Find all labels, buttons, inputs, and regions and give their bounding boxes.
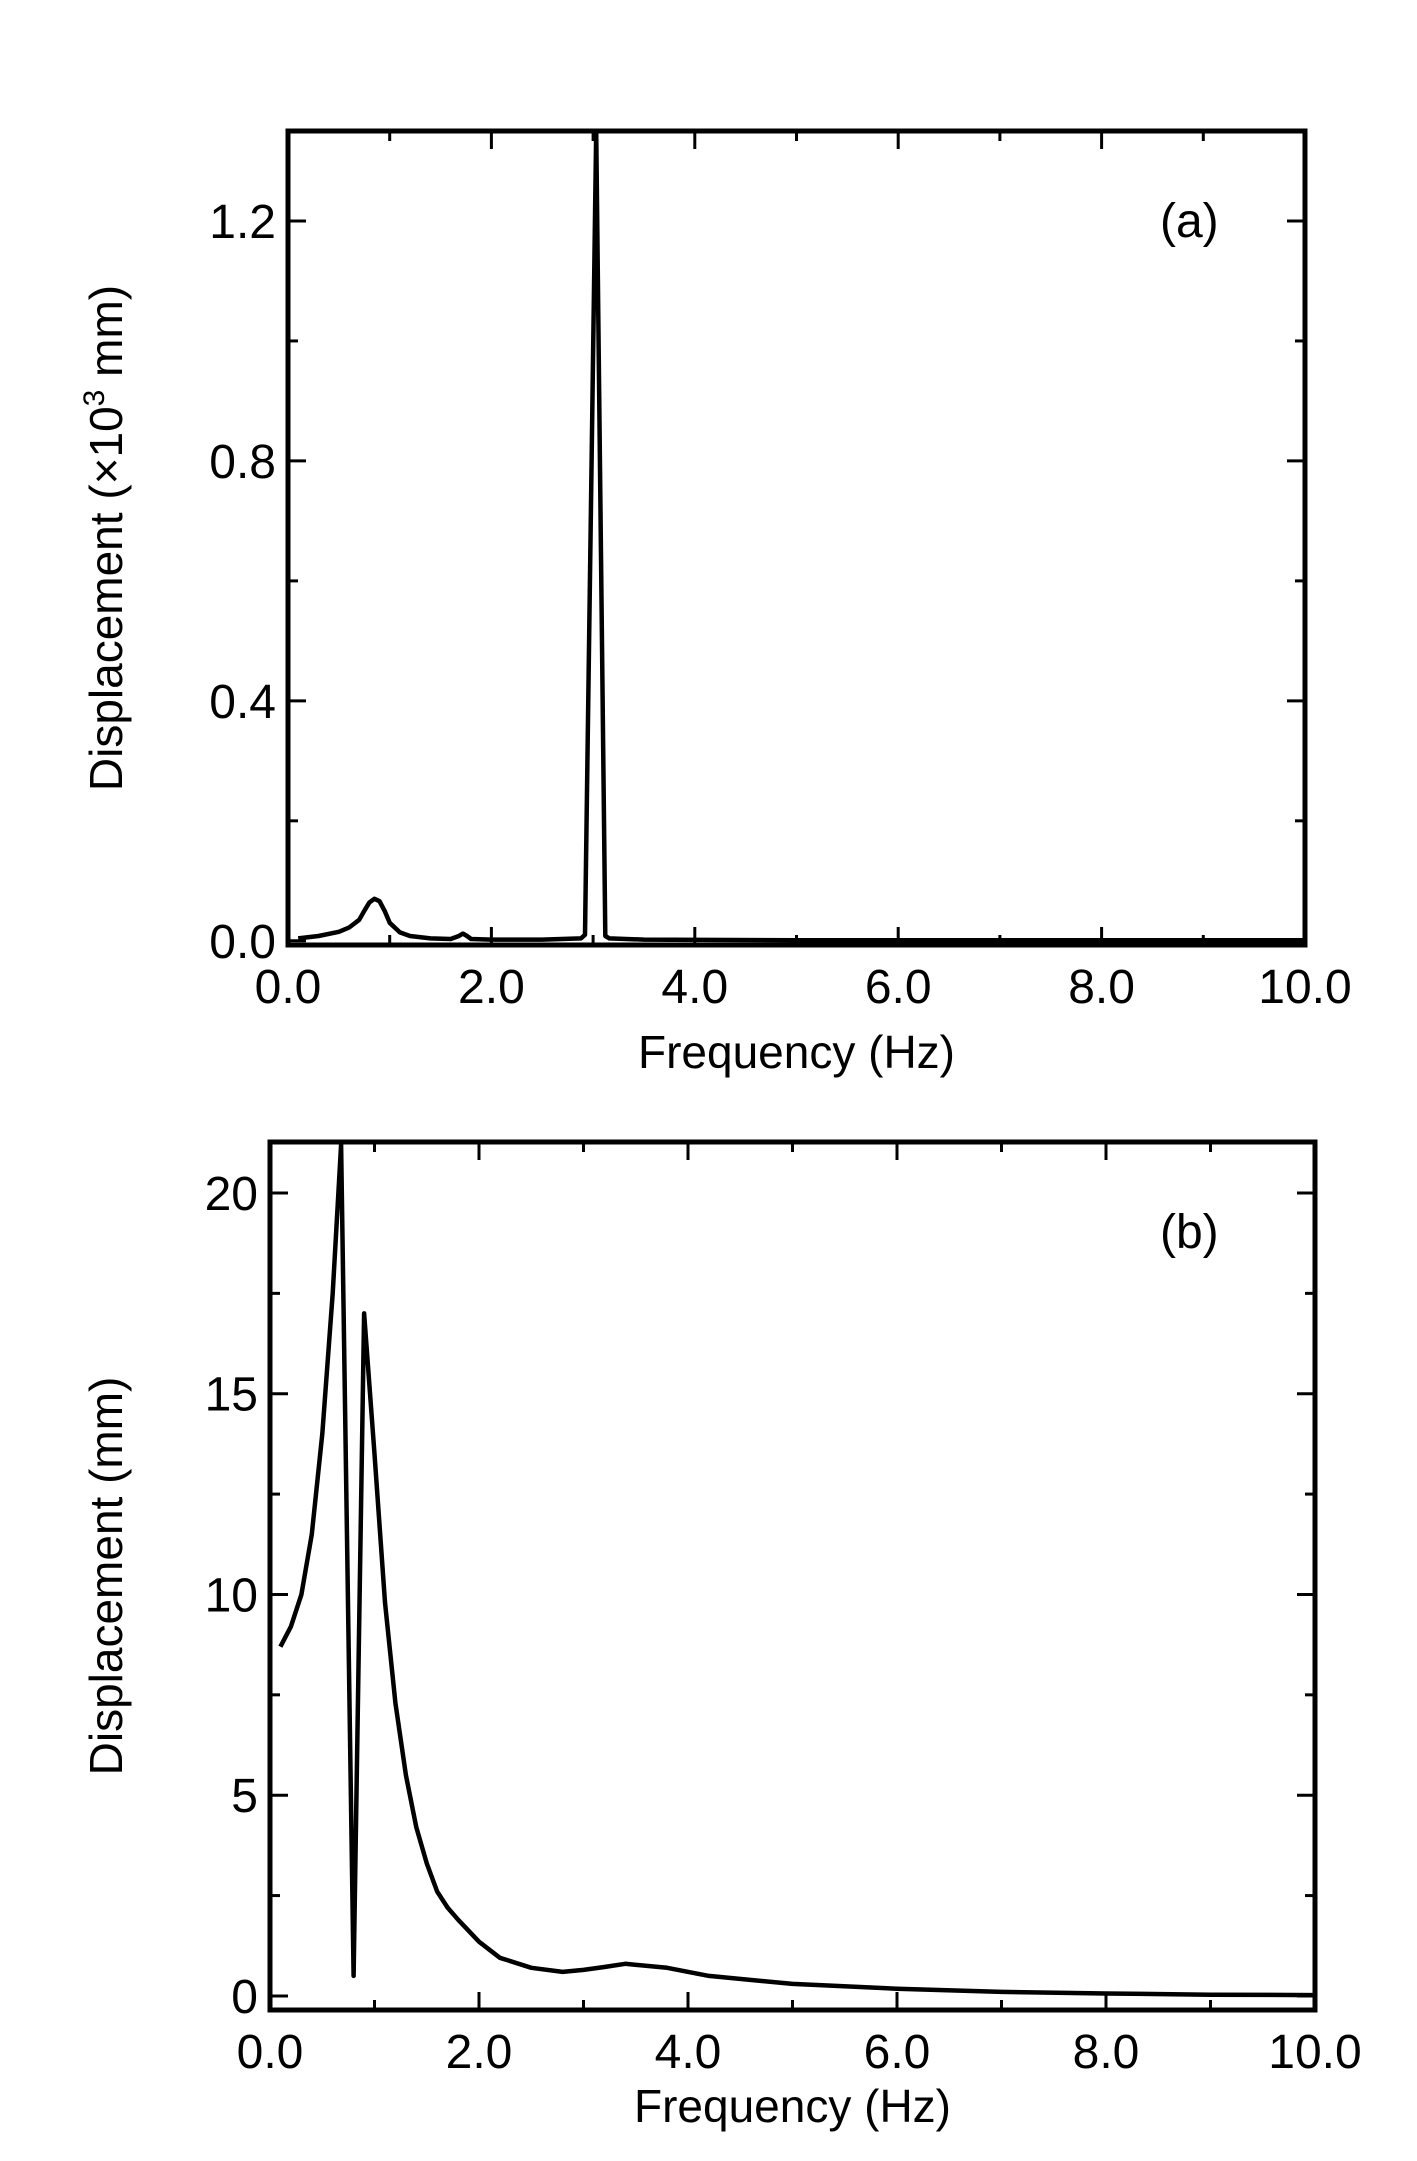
x-axis-label: Frequency (Hz) — [638, 1026, 955, 1078]
x-tick-label: 4.0 — [661, 961, 728, 1014]
y-axis-label-suffix: mm) — [80, 285, 132, 390]
y-tick-label: 1.2 — [209, 196, 276, 249]
y-tick-label: 0.0 — [209, 916, 276, 969]
plot-frame — [267, 1139, 1318, 2013]
x-tick-label: 0.0 — [237, 2026, 304, 2079]
y-axis-label-main: Displacement (mm) — [80, 1377, 132, 1776]
x-tick-label: 6.0 — [865, 961, 932, 1014]
series-line — [278, 1142, 1316, 1998]
y-tick-label: 10 — [205, 1569, 258, 1622]
plot-frame — [285, 128, 1308, 948]
y-axis-label: Displacement (×103 mm) — [78, 285, 132, 791]
y-axis-label-superscript: 3 — [78, 390, 111, 407]
y-tick-label: 15 — [205, 1369, 258, 1422]
x-tick-label: 8.0 — [1068, 961, 1135, 1014]
panel-label: (b) — [1160, 1206, 1219, 1259]
x-tick-label: 4.0 — [655, 2026, 722, 2079]
x-tick-label: 6.0 — [864, 2026, 931, 2079]
y-axis-label-main: Displacement (×10 — [80, 406, 132, 791]
panel-label: (a) — [1160, 195, 1219, 248]
x-tick-label: 2.0 — [458, 961, 525, 1014]
panel-a: 0.0 2.0 4.0 6.0 8.0 10.0 0.0 0.4 0.8 1.2 Frequency… — [78, 128, 1352, 1078]
y-tick-label: 20 — [205, 1168, 258, 1221]
y-tick-label: 0 — [231, 1971, 258, 2024]
y-axis-label: Displacement (mm) — [80, 1377, 132, 1776]
x-tick-label: 2.0 — [446, 2026, 513, 2079]
x-axis-label: Frequency (Hz) — [634, 2080, 951, 2132]
x-tick-label: 0.0 — [255, 961, 322, 1014]
y-tick-label: 0.4 — [209, 676, 276, 729]
series-line — [297, 128, 1305, 943]
y-tick-label: 0.8 — [209, 436, 276, 489]
x-tick-label: 10.0 — [1258, 961, 1351, 1014]
x-tick-label: 8.0 — [1073, 2026, 1140, 2079]
y-tick-label: 5 — [231, 1770, 258, 1823]
panel-b: 0.0 2.0 4.0 6.0 8.0 10.0 0 5 10 15 20 Frequency (Hz… — [80, 1139, 1362, 2132]
x-tick-label: 10.0 — [1268, 2026, 1361, 2079]
